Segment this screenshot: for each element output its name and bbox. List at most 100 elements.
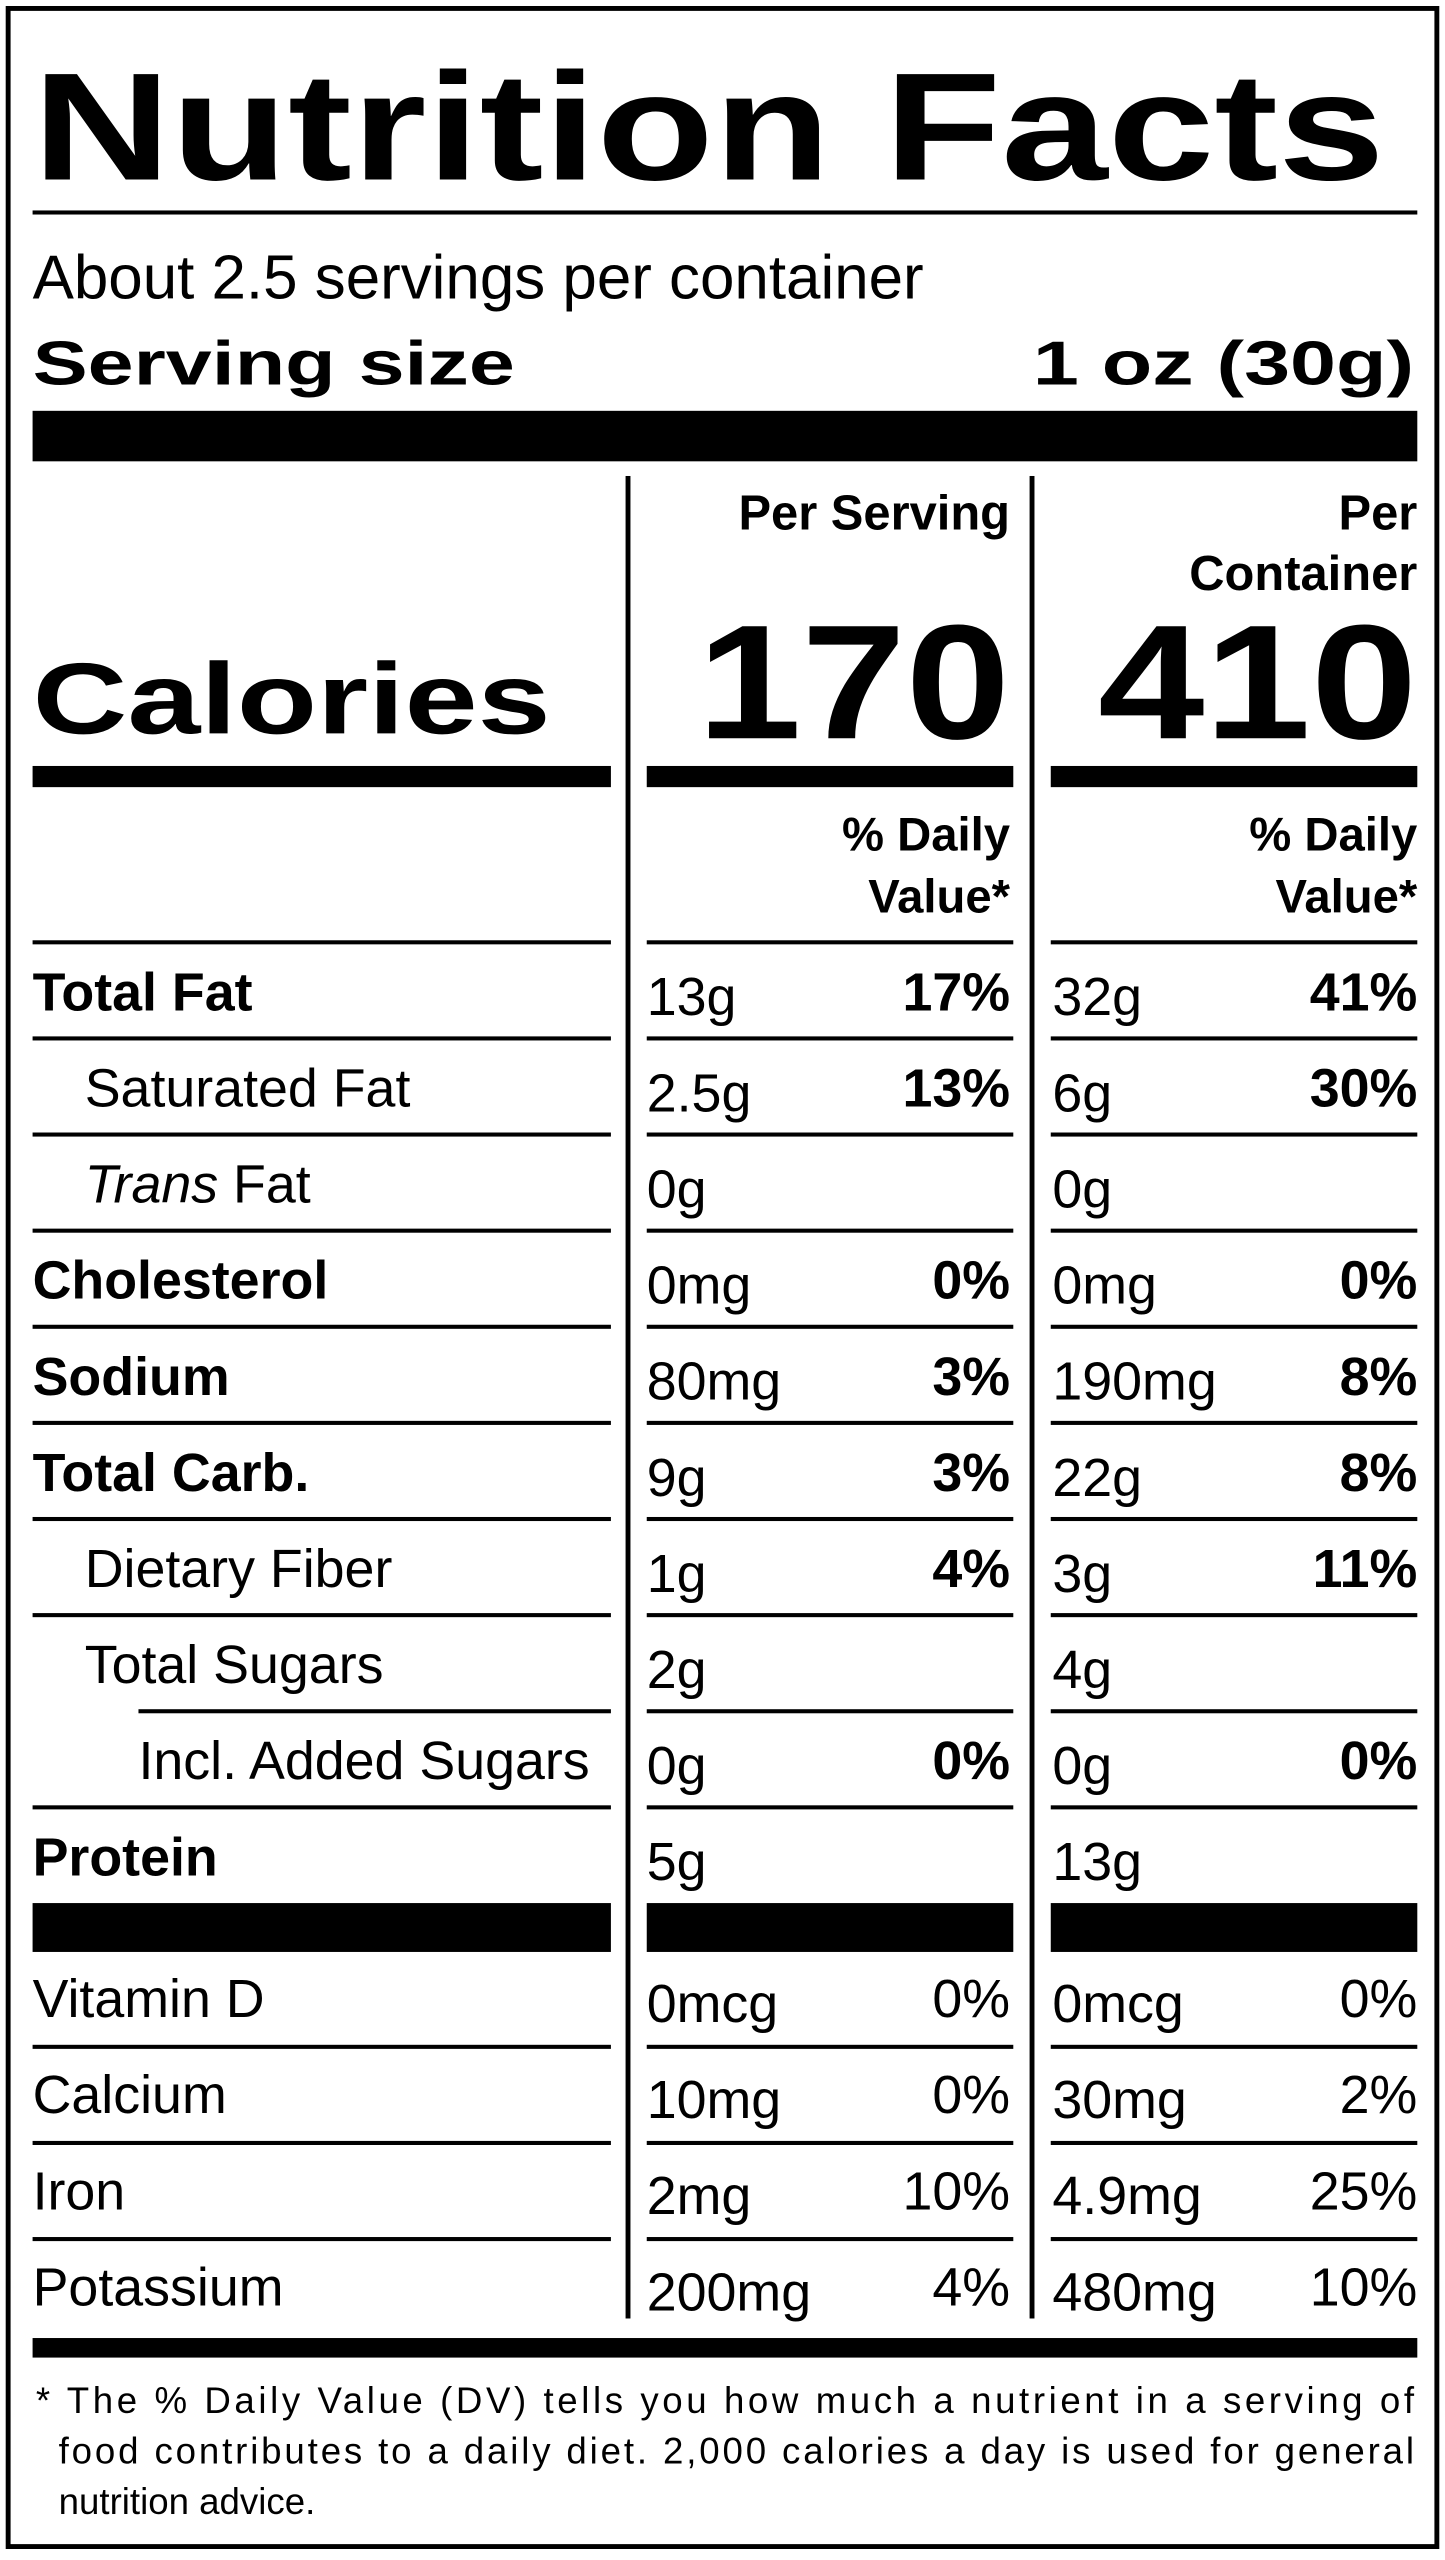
row-rule <box>32 1420 611 1425</box>
row-rule <box>646 1709 1014 1714</box>
amount-per-container: 0mg <box>1052 1256 1157 1316</box>
amount-per-container: 4.9mg <box>1052 2166 1201 2226</box>
nutrient-name: Sodium <box>33 1347 230 1407</box>
amount-per-serving: 200mg <box>647 2262 811 2322</box>
per-serving-header: Per Serving <box>738 487 1010 541</box>
row-rule <box>1050 2237 1418 2242</box>
vitamin-rule <box>32 1903 611 1952</box>
footnote-line: * The % Daily Value (DV) tells you how m… <box>36 2380 1415 2421</box>
column-divider <box>625 475 631 2319</box>
row-rule <box>646 1324 1014 1329</box>
amount-per-container: 480mg <box>1052 2262 1216 2322</box>
footnote-line: food contributes to a daily diet. 2,000 … <box>59 2430 1414 2471</box>
vitamin-rule <box>646 1903 1014 1952</box>
row-rule <box>646 1132 1014 1137</box>
row-rule <box>138 1709 611 1714</box>
column-divider <box>1029 475 1035 2319</box>
serving-size-label: Serving size <box>33 330 515 399</box>
row-rule <box>32 2237 611 2242</box>
dv-per-container: 10% <box>1310 2257 1418 2317</box>
daily-value-header: Value* <box>868 871 1010 924</box>
row-rule <box>1050 1516 1418 1522</box>
amount-per-serving: 10mg <box>647 2070 781 2130</box>
dv-per-container: 0% <box>1340 1731 1418 1791</box>
dv-per-serving: 0% <box>932 1969 1010 2029</box>
nutrient-name: Iron <box>33 2161 126 2221</box>
nutrient-name: Protein <box>33 1827 218 1887</box>
dv-per-serving: 4% <box>932 2257 1010 2317</box>
nutrient-name-text: Total Fat <box>33 962 253 1022</box>
amount-per-container: 0g <box>1052 1736 1112 1796</box>
nutrient-name: Cholesterol <box>33 1251 329 1311</box>
nutrient-name-text: Total Sugars <box>85 1635 384 1695</box>
nutrient-name: Trans Fat <box>85 1155 311 1215</box>
row-rule <box>32 940 611 945</box>
row-rule <box>1050 1036 1418 1041</box>
row-rule <box>646 1613 1014 1618</box>
nutrient-name-text: Cholesterol <box>33 1251 329 1311</box>
row-rule <box>32 1516 611 1522</box>
nutrient-name: Dietary Fiber <box>85 1539 393 1599</box>
amount-per-container: 0mcg <box>1052 1974 1183 2034</box>
daily-value-header: % Daily <box>1249 809 1418 862</box>
row-rule <box>1050 940 1418 945</box>
dv-per-serving: 10% <box>902 2161 1010 2221</box>
amount-per-container: 6g <box>1052 1063 1112 1123</box>
amount-per-container: 13g <box>1052 1832 1142 1892</box>
amount-per-serving: 2.5g <box>647 1063 752 1123</box>
serving-size: 1 oz (30g) <box>1033 330 1414 399</box>
dv-per-serving: 17% <box>902 962 1010 1022</box>
row-rule <box>1050 1324 1418 1329</box>
footnote-line: nutrition advice. <box>59 2481 316 2522</box>
row-rule <box>1050 1228 1418 1233</box>
amount-per-serving: 2mg <box>647 2166 752 2226</box>
amount-per-serving: 1g <box>647 1544 707 1604</box>
nutrient-name-text: Potassium <box>33 2257 284 2317</box>
nutrient-name-text: Iron <box>33 2161 126 2221</box>
amount-per-serving: 2g <box>647 1640 707 1700</box>
nutrient-name-text: Saturated Fat <box>85 1058 411 1118</box>
per-container-header: Per <box>1339 487 1418 541</box>
dv-per-serving: 3% <box>932 1443 1010 1503</box>
dv-per-container: 0% <box>1340 1969 1418 2029</box>
nutrient-name-text: Sodium <box>33 1347 230 1407</box>
daily-value-header: % Daily <box>842 809 1011 862</box>
row-rule <box>1050 2044 1418 2049</box>
calories-rule <box>32 765 611 788</box>
nutrient-name-text: Protein <box>33 1827 218 1887</box>
dv-per-serving: 0% <box>932 2065 1010 2125</box>
row-rule <box>1050 1805 1418 1810</box>
per-container-header: Container <box>1189 547 1417 601</box>
dv-per-container: 30% <box>1310 1058 1418 1118</box>
amount-per-serving: 0g <box>647 1736 707 1796</box>
row-rule <box>32 1036 611 1041</box>
row-rule <box>32 1324 611 1329</box>
nutrient-name-text: Vitamin D <box>33 1969 265 2029</box>
calories-per-container: 410 <box>1098 591 1417 773</box>
amount-per-serving: 9g <box>647 1448 707 1508</box>
calories-per-serving: 170 <box>697 591 1010 773</box>
row-rule <box>32 1805 611 1810</box>
amount-per-serving: 0g <box>647 1159 707 1219</box>
amount-per-serving: 5g <box>647 1832 707 1892</box>
calories-label: Calories <box>33 643 551 755</box>
amount-per-serving: 80mg <box>647 1352 781 1412</box>
row-rule <box>646 2140 1014 2145</box>
row-rule <box>646 1516 1014 1522</box>
amount-per-serving: 13g <box>647 967 737 1027</box>
amount-per-container: 3g <box>1052 1544 1112 1604</box>
row-rule <box>646 1420 1014 1425</box>
amount-per-container: 32g <box>1052 967 1142 1027</box>
row-rule <box>32 2044 611 2049</box>
amount-per-container: 4g <box>1052 1640 1112 1700</box>
row-rule <box>1050 2140 1418 2145</box>
dv-per-container: 8% <box>1340 1443 1418 1503</box>
nutrient-name-text: Dietary Fiber <box>85 1539 393 1599</box>
servings: About 2.5 servings per container <box>33 243 924 312</box>
nutrient-name-text: Calcium <box>33 2065 227 2125</box>
nutrient-name: Calcium <box>33 2065 227 2125</box>
row-rule <box>1050 1709 1418 1714</box>
title-rule <box>32 210 1418 215</box>
nutrient-name-text: Incl. Added Sugars <box>138 1731 589 1791</box>
